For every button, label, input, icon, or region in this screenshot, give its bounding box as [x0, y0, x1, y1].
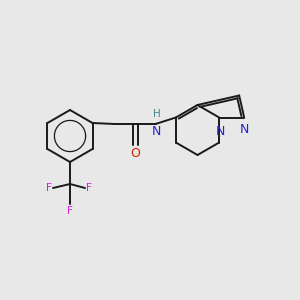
Text: F: F [86, 183, 92, 193]
Text: N: N [152, 125, 161, 138]
Text: F: F [67, 206, 73, 216]
Text: O: O [130, 147, 140, 161]
Text: N: N [239, 122, 249, 136]
Text: F: F [46, 183, 52, 193]
Text: H: H [153, 109, 160, 119]
Text: N: N [216, 124, 225, 137]
